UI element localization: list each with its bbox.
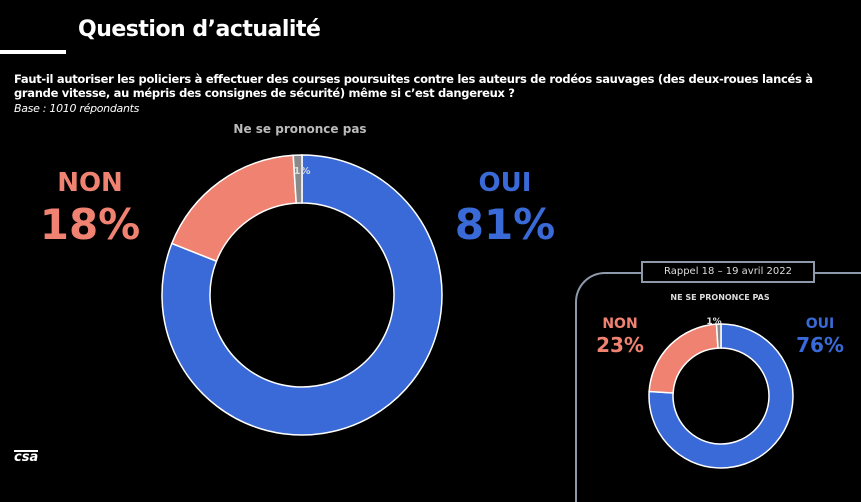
donut-charts	[161, 154, 794, 469]
inset-oui-label: OUI	[805, 316, 835, 332]
page-title: Question d’actualité	[78, 17, 321, 42]
main-non-pct: 18%	[39, 200, 141, 249]
csa-logo: csa	[14, 450, 39, 465]
inset-nsp-label: NE SE PRONONCE PAS	[670, 293, 770, 302]
inset-title: Rappel 18 – 19 avril 2022	[641, 261, 815, 283]
main-nsp-pct: 1%	[293, 166, 311, 177]
inset-nsp-pct: 1%	[706, 317, 722, 327]
main-oui-label: OUI	[478, 168, 532, 198]
main-slice-ne-se-prononce-pas	[292, 154, 303, 204]
base-text: Base : 1010 répondants	[14, 102, 140, 115]
main-slice-non	[170, 154, 298, 263]
inset-slice-ne-se-prononce-pas	[715, 323, 722, 349]
inset-frame	[575, 272, 861, 502]
main-slice-oui	[161, 154, 443, 436]
inset-slice-oui	[648, 323, 794, 469]
main-nsp-label: Ne se prononce pas	[233, 122, 367, 136]
main-non-label: NON	[57, 168, 123, 198]
inset-non-label: NON	[602, 316, 638, 332]
main-oui-pct: 81%	[454, 200, 556, 249]
title-underline	[0, 50, 66, 54]
inset-non-pct: 23%	[596, 333, 644, 357]
inset-oui-pct: 76%	[796, 333, 844, 357]
question-text: Faut-il autoriser les policiers à effect…	[14, 72, 813, 100]
